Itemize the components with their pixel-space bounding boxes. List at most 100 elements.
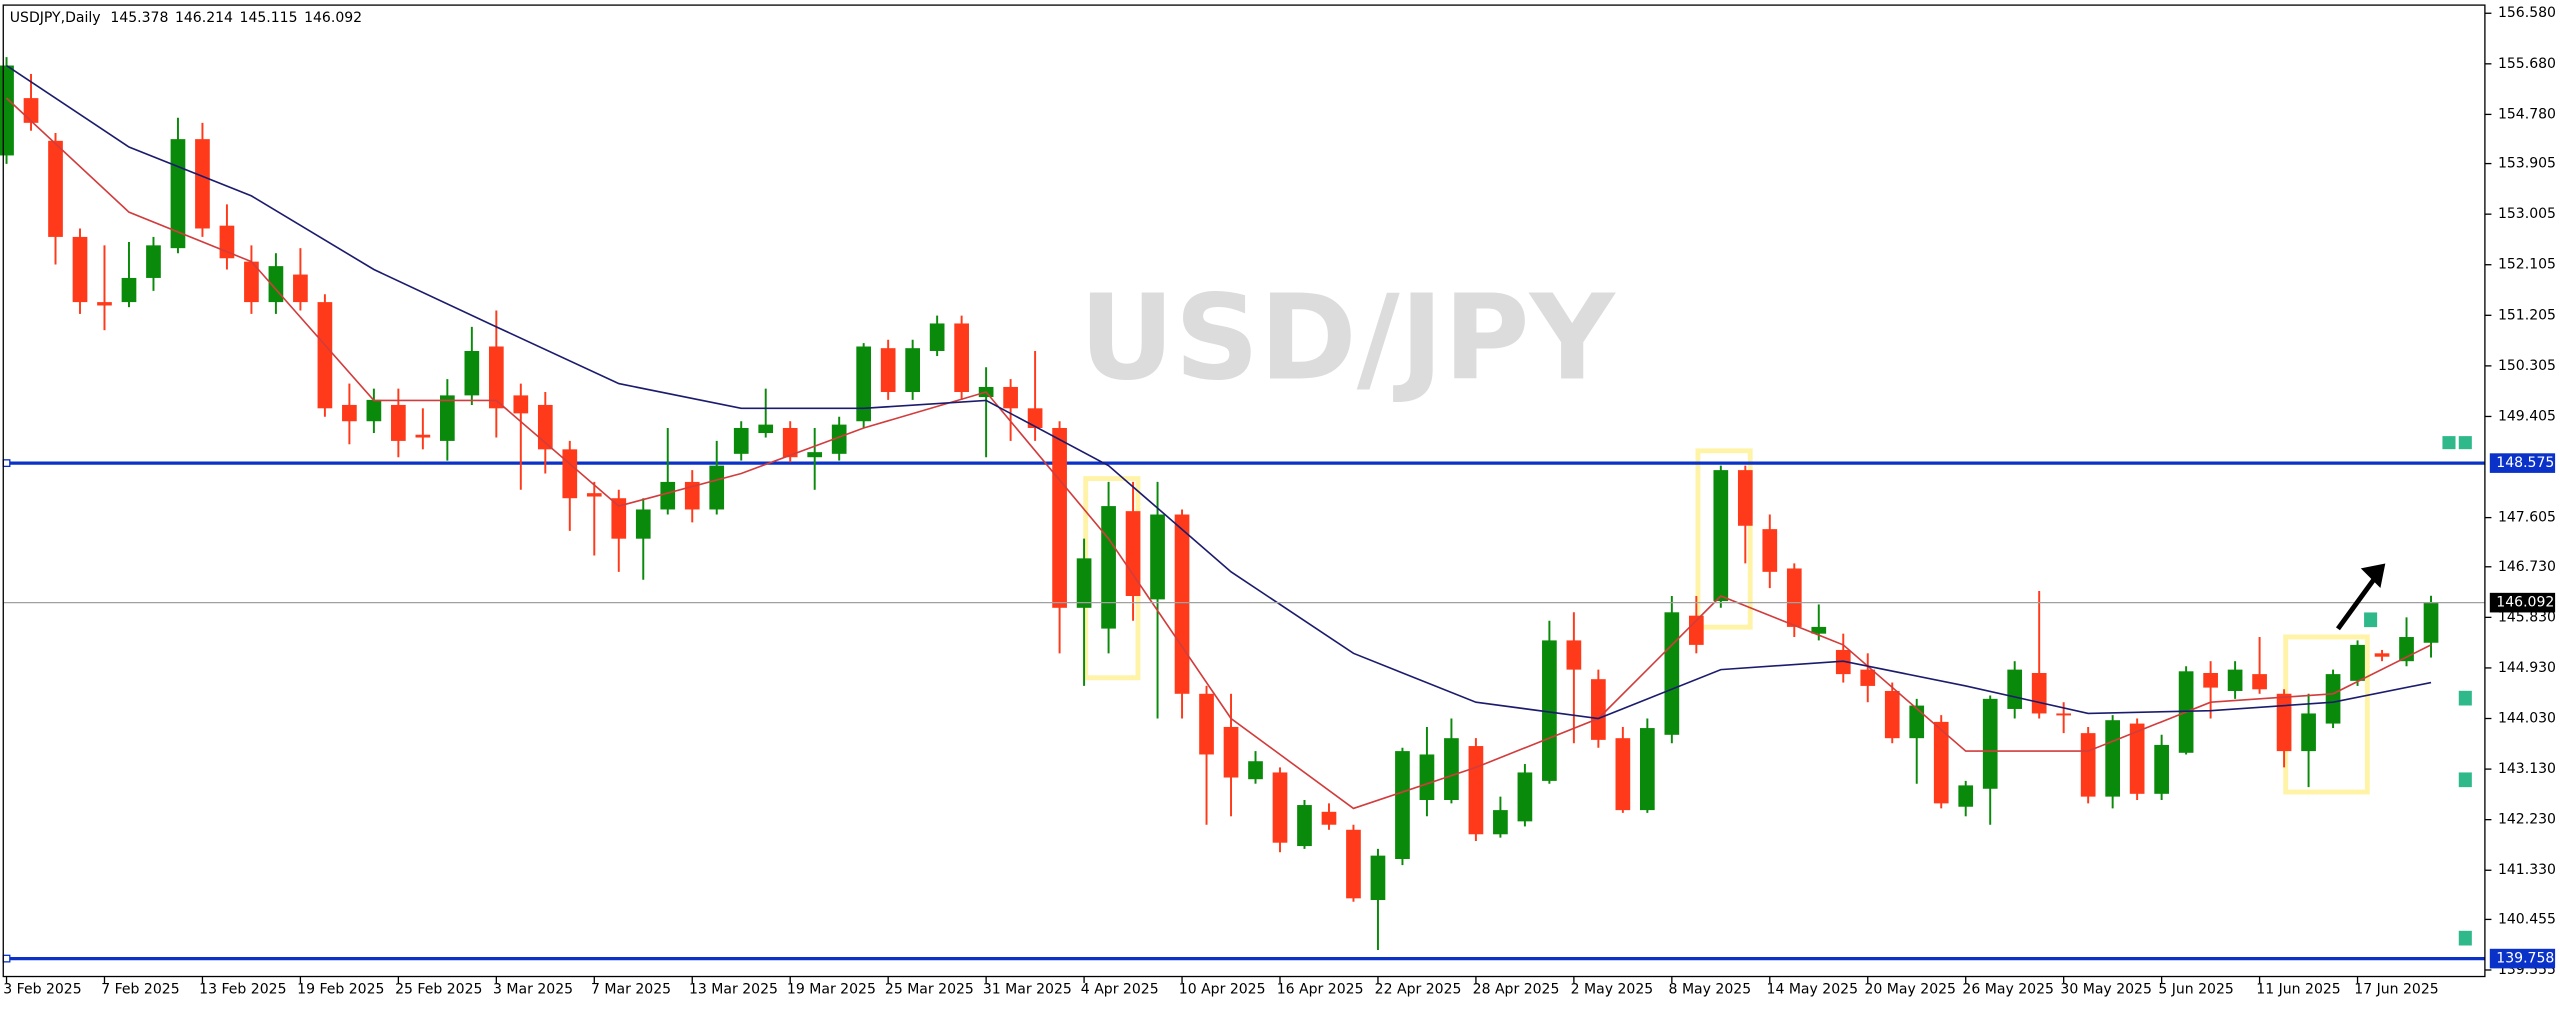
candle-body <box>1248 761 1263 780</box>
level-label-box <box>2489 948 2556 969</box>
candle-body <box>1786 568 1802 627</box>
level-label: 148.575 <box>2496 455 2554 471</box>
candle-body <box>684 481 700 510</box>
candle-body <box>929 323 945 351</box>
candle-body <box>1762 529 1778 572</box>
candle-body <box>440 395 455 441</box>
signal-icon <box>2364 612 2378 628</box>
close-value: 146.092 <box>304 10 362 26</box>
x-tick-label: 13 Feb 2025 <box>199 982 286 998</box>
low-value: 145.115 <box>240 10 298 26</box>
candle-body <box>366 399 382 422</box>
candle-body <box>1003 386 1018 409</box>
candle-body <box>195 139 210 229</box>
y-tick-label: 145.830 <box>2498 609 2556 625</box>
x-tick-label: 25 Feb 2025 <box>395 982 482 998</box>
candle-body <box>1542 640 1557 781</box>
y-tick-label: 147.605 <box>2498 510 2556 526</box>
candle-body <box>293 274 308 303</box>
candle-body <box>1615 738 1631 811</box>
candle-body <box>2252 674 2267 690</box>
x-tick-label: 10 Apr 2025 <box>1179 982 1266 998</box>
candle-body <box>537 404 553 450</box>
moving-average <box>6 64 2432 720</box>
candle-body <box>1199 693 1214 755</box>
y-tick-label: 141.330 <box>2498 862 2556 878</box>
candle-body <box>2105 720 2120 797</box>
candle-body <box>1933 721 1949 804</box>
candle-body <box>1909 705 1925 739</box>
candle-body <box>464 350 480 396</box>
candle-body <box>146 245 161 278</box>
current-price-box <box>2489 592 2556 613</box>
candle-body <box>1982 698 1998 789</box>
candle-body <box>1150 514 1165 600</box>
candle-body <box>1027 408 1043 428</box>
candle-body <box>1835 649 1851 675</box>
candle-body <box>782 427 798 458</box>
candle-body <box>562 449 578 499</box>
candle-body <box>1223 726 1239 778</box>
candle-body <box>905 348 920 393</box>
y-tick-label: 144.030 <box>2498 711 2556 727</box>
moving-average <box>5 97 2432 810</box>
candle-body <box>391 404 406 441</box>
plot-frame <box>2 4 2486 978</box>
candle-body <box>2374 653 2390 657</box>
candle-body <box>2276 693 2292 752</box>
x-tick-label: 14 May 2025 <box>1767 982 1858 998</box>
candle-body <box>23 98 39 123</box>
candle-body <box>1444 738 1459 800</box>
y-tick-label: 143.130 <box>2498 761 2556 777</box>
level-handle <box>2 954 11 963</box>
candle-body <box>856 346 872 422</box>
x-tick-label: 19 Mar 2025 <box>787 982 876 998</box>
candle-body <box>1493 810 1508 835</box>
high-value: 146.214 <box>175 10 233 26</box>
x-tick-label: 19 Feb 2025 <box>297 982 384 998</box>
candle-body <box>2154 744 2169 794</box>
candle-body <box>1321 811 1337 825</box>
trend-arrow <box>2335 573 2380 631</box>
candle-body <box>1664 612 1680 735</box>
x-tick-label: 31 Mar 2025 <box>983 982 1072 998</box>
y-tick-label: 146.730 <box>2498 559 2556 575</box>
y-tick-label: 142.230 <box>2498 812 2556 828</box>
candle-body <box>635 509 651 539</box>
x-tick-label: 5 Jun 2025 <box>2158 982 2233 998</box>
candle-body <box>660 481 676 510</box>
candle-body <box>733 427 749 454</box>
x-tick-label: 25 Mar 2025 <box>885 982 974 998</box>
x-tick-label: 11 Jun 2025 <box>2256 982 2340 998</box>
watermark: USD/JPY <box>1079 270 1617 407</box>
x-tick-label: 16 Apr 2025 <box>1277 982 1364 998</box>
candle-body <box>1566 640 1582 670</box>
candle-body <box>72 236 88 303</box>
signal-icon <box>2458 930 2472 946</box>
level-label: 139.758 <box>2496 951 2554 967</box>
x-tick-label: 2 May 2025 <box>1571 982 1654 998</box>
signal-icons <box>2364 436 2472 946</box>
y-tick-label: 154.780 <box>2498 106 2556 122</box>
x-tick-label: 20 May 2025 <box>1864 982 1956 998</box>
x-tick-label: 17 Jun 2025 <box>2354 982 2438 998</box>
candle-body <box>513 395 529 414</box>
candle-body <box>831 424 847 454</box>
chart-header: USDJPY,Daily 145.378 146.214 145.115 146.092 <box>10 10 362 26</box>
candle-body <box>2080 733 2096 797</box>
candle-body <box>2203 672 2218 688</box>
candle-body <box>1468 746 1484 835</box>
open-value: 145.378 <box>110 10 168 26</box>
candle-body <box>586 493 602 497</box>
candle-body <box>954 323 969 393</box>
candle-body <box>1688 615 1704 645</box>
candle-body <box>1860 669 1876 686</box>
candle-body <box>2301 713 2316 752</box>
highlight-box <box>1695 448 1753 630</box>
x-tick-label: 26 May 2025 <box>1962 982 2054 998</box>
trend-arrow-head <box>2360 563 2386 588</box>
candle-body <box>1884 690 1900 739</box>
x-tick-label: 4 Apr 2025 <box>1081 982 1159 998</box>
